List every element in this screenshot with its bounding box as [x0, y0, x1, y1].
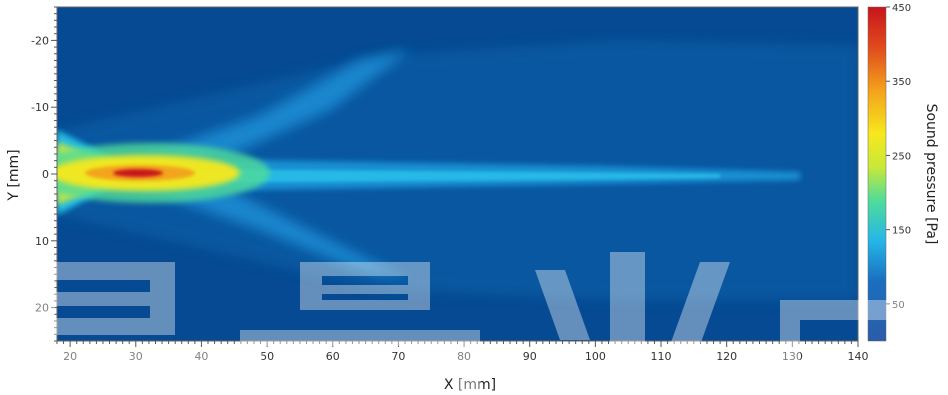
colorbar-tick-label: 350 — [892, 77, 911, 88]
x-tick-label: 60 — [326, 350, 340, 363]
colorbar-tick-label: 150 — [892, 226, 911, 237]
y-axis-title: Y [mm] — [6, 149, 22, 201]
y-tick-label: 10 — [35, 235, 49, 248]
x-axis-title: X [mm] — [444, 377, 496, 393]
colorbar — [867, 6, 887, 342]
x-tick-label: 40 — [194, 350, 208, 363]
x-tick-label: 70 — [391, 350, 405, 363]
x-tick-label: 110 — [651, 350, 672, 363]
x-tick-label: 120 — [716, 350, 737, 363]
y-tick-label: -10 — [31, 101, 49, 114]
x-tick-label: 100 — [585, 350, 606, 363]
colorbar-tick-label: 50 — [892, 300, 905, 311]
x-tick-label: 140 — [848, 350, 869, 363]
y-axis: -20 -10 0 10 20 — [31, 6, 57, 342]
x-tick-label: 20 — [63, 350, 77, 363]
y-tick-label: 20 — [35, 302, 49, 315]
x-tick-label: 130 — [782, 350, 803, 363]
y-tick-label: 0 — [42, 168, 49, 181]
lower-lobe — [120, 180, 410, 280]
colorbar-title: Sound pressure [Pa] — [923, 104, 939, 245]
heatmap-field — [57, 40, 858, 300]
colorbar-tick-label: 450 — [892, 3, 911, 14]
colorbar-ticks: 50 150 250 350 450 — [886, 3, 911, 311]
x-tick-label: 90 — [523, 350, 537, 363]
x-tick-label: 50 — [260, 350, 274, 363]
y-tick-label: -20 — [31, 34, 49, 47]
upper-lobe — [120, 50, 410, 165]
focal-peak — [113, 169, 163, 177]
x-axis: 20 30 40 50 60 70 80 90 100 110 120 130 140 — [56, 341, 869, 363]
x-tick-label: 30 — [129, 350, 143, 363]
x-tick-label: 80 — [457, 350, 471, 363]
colorbar-tick-label: 250 — [892, 151, 911, 162]
